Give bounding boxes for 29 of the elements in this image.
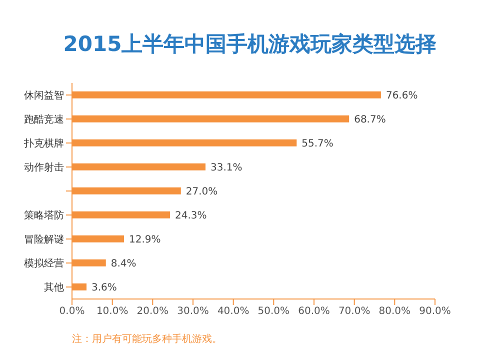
text: 注：用户有可能玩多种手机游戏。: [72, 332, 222, 346]
x-tick-label: 90.0%: [419, 306, 451, 318]
data-label: 24.3%: [175, 210, 207, 222]
data-label: 27.0%: [186, 186, 218, 198]
x-tick-label: 0.0%: [59, 306, 85, 318]
data-label: 55.7%: [302, 138, 334, 150]
x-tick-label: 60.0%: [298, 306, 330, 318]
y-tick-label: 其他: [44, 282, 64, 294]
data-label: 76.6%: [386, 90, 418, 102]
y-tick-label: 扑克棋牌: [23, 138, 64, 150]
x-tick-label: 20.0%: [136, 306, 169, 318]
y-tick-label: 跑酷竞速: [24, 114, 64, 126]
chart-title: 2015上半年中国手机游戏玩家类型选择: [62, 31, 438, 58]
x-tick-label: 80.0%: [378, 306, 411, 318]
data-label: 3.6%: [92, 282, 117, 294]
x-tick-label: 10.0%: [96, 306, 128, 318]
x-tick-label: 70.0%: [338, 306, 370, 318]
data-label: 33.1%: [210, 162, 242, 174]
y-tick-label: 策略塔防: [24, 210, 64, 222]
data-label: 8.4%: [110, 258, 136, 270]
data-label: 68.7%: [354, 114, 386, 126]
data-label: 12.9%: [129, 234, 161, 246]
y-tick-label: 动作射击: [24, 162, 64, 174]
x-tick-label: 40.0%: [217, 306, 250, 318]
y-tick-label: 休闲益智: [24, 90, 64, 102]
x-tick-label: 50.0%: [258, 306, 290, 318]
y-tick-label: 模拟经营: [24, 258, 64, 270]
x-tick-label: 30.0%: [177, 306, 209, 318]
y-tick-label: 冒险解谜: [24, 234, 64, 246]
